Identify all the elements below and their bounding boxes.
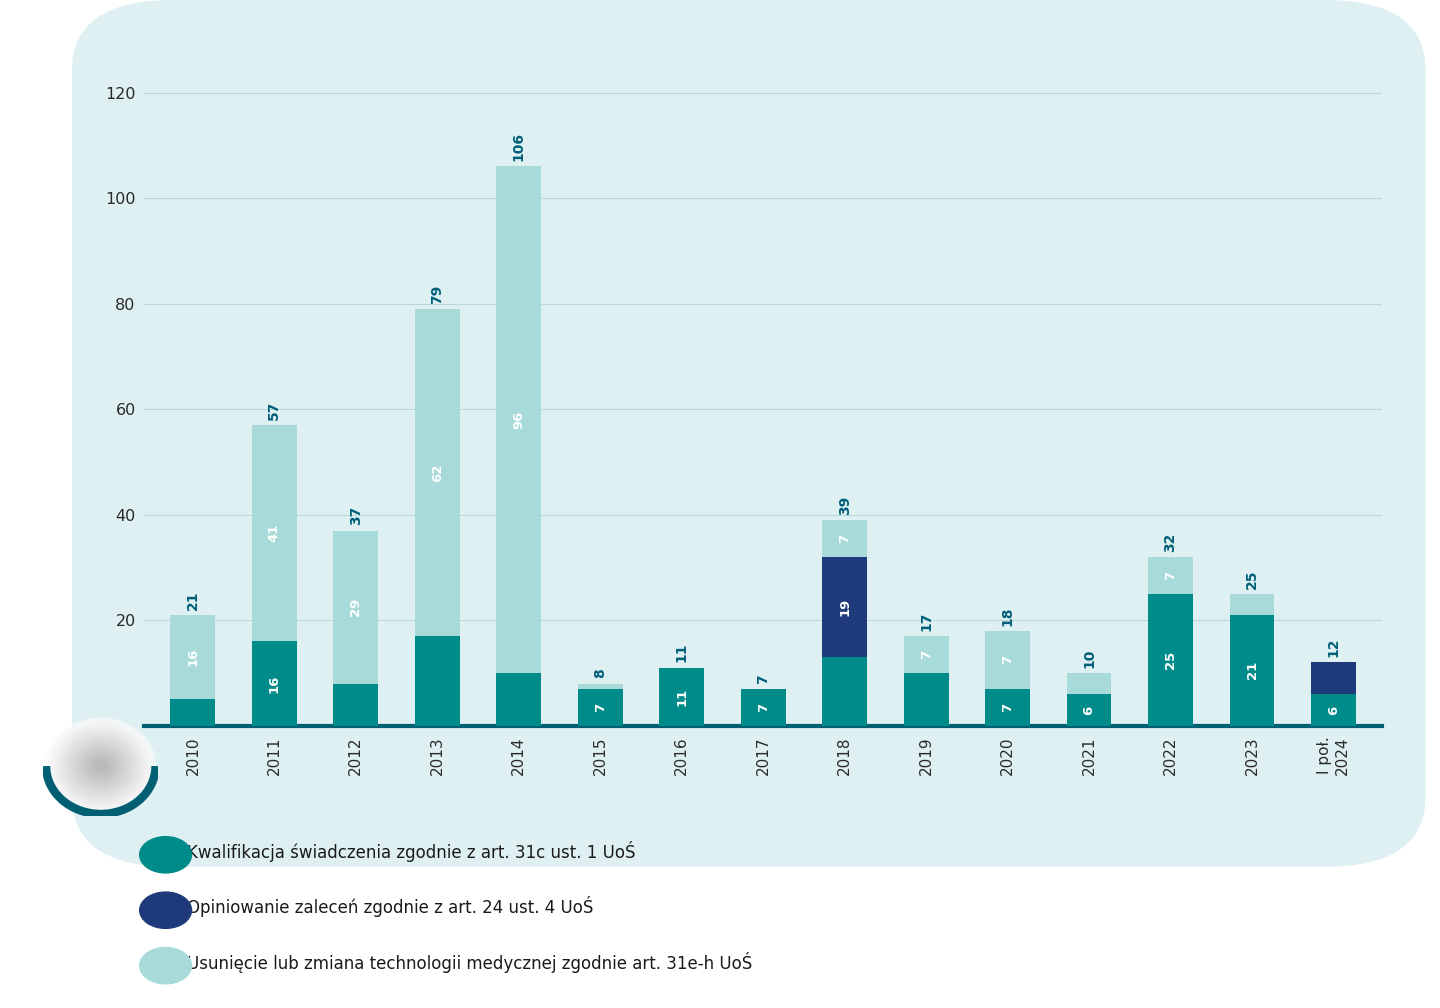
Circle shape xyxy=(49,721,153,811)
Bar xyxy=(170,700,216,726)
Circle shape xyxy=(92,759,109,773)
Circle shape xyxy=(82,750,120,782)
Text: 8: 8 xyxy=(593,668,608,678)
Bar xyxy=(577,688,622,726)
Bar xyxy=(497,166,541,673)
Bar xyxy=(1310,695,1356,726)
Circle shape xyxy=(76,745,125,787)
Text: 11: 11 xyxy=(675,643,688,662)
Circle shape xyxy=(69,739,132,793)
Bar xyxy=(1310,662,1356,695)
Circle shape xyxy=(85,752,117,780)
Circle shape xyxy=(53,725,148,807)
Circle shape xyxy=(59,730,143,802)
Bar xyxy=(1148,556,1192,594)
Circle shape xyxy=(46,718,156,814)
Text: 6: 6 xyxy=(1328,706,1341,715)
Circle shape xyxy=(75,743,127,789)
Text: 7: 7 xyxy=(593,703,606,712)
Text: 37: 37 xyxy=(348,506,363,525)
Bar xyxy=(497,673,541,726)
Text: 32: 32 xyxy=(1164,532,1178,551)
Bar xyxy=(252,425,297,641)
Circle shape xyxy=(72,741,130,791)
Text: Kwalifikacja świadczenia zgodnie z art. 31c ust. 1 UoŚ: Kwalifikacja świadczenia zgodnie z art. … xyxy=(187,841,635,862)
Bar xyxy=(1067,695,1112,726)
Text: 7: 7 xyxy=(756,703,770,712)
Bar xyxy=(660,667,704,726)
Bar xyxy=(252,641,297,726)
Bar xyxy=(415,636,459,726)
Bar xyxy=(985,688,1030,726)
Text: 7: 7 xyxy=(1001,655,1014,664)
Text: 10: 10 xyxy=(1081,648,1096,667)
Bar xyxy=(1230,615,1274,726)
Circle shape xyxy=(52,723,150,809)
Circle shape xyxy=(65,734,137,798)
Text: 7: 7 xyxy=(756,674,770,683)
Circle shape xyxy=(62,732,140,800)
Bar xyxy=(1148,594,1192,726)
Text: 11: 11 xyxy=(675,687,688,706)
Bar xyxy=(822,520,867,556)
Text: 21: 21 xyxy=(186,590,200,610)
Bar xyxy=(822,556,867,657)
Bar xyxy=(577,683,622,688)
Text: 29: 29 xyxy=(350,598,363,616)
Text: 96: 96 xyxy=(513,410,526,429)
Text: 7: 7 xyxy=(920,650,933,659)
Text: 17: 17 xyxy=(919,612,933,631)
Text: 106: 106 xyxy=(511,132,526,161)
Text: 16: 16 xyxy=(268,674,281,692)
Text: 41: 41 xyxy=(268,524,281,542)
Bar xyxy=(170,615,216,700)
Text: 21: 21 xyxy=(1246,661,1259,679)
Circle shape xyxy=(88,754,114,778)
Bar xyxy=(740,688,786,726)
Text: 57: 57 xyxy=(268,400,281,419)
Text: Opiniowanie zaleceń zgodnie z art. 24 ust. 4 UoŚ: Opiniowanie zaleceń zgodnie z art. 24 us… xyxy=(187,896,593,917)
Bar xyxy=(415,308,459,636)
Text: 16: 16 xyxy=(186,648,199,666)
Text: 12: 12 xyxy=(1326,638,1341,657)
Text: 25: 25 xyxy=(1164,651,1176,669)
Circle shape xyxy=(95,761,107,771)
Bar xyxy=(334,530,379,683)
Text: 79: 79 xyxy=(431,284,445,303)
Circle shape xyxy=(79,748,122,784)
Bar xyxy=(1230,594,1274,615)
Text: 7: 7 xyxy=(1164,571,1176,580)
Bar xyxy=(1067,673,1112,695)
Text: 19: 19 xyxy=(838,598,851,616)
Text: 18: 18 xyxy=(1001,606,1015,626)
Bar xyxy=(904,636,949,673)
Circle shape xyxy=(56,727,145,805)
Bar xyxy=(334,683,379,726)
Text: 6: 6 xyxy=(1083,706,1096,715)
Text: Usunięcie lub zmiana technologii medycznej zgodnie art. 31e-h UoŚ: Usunięcie lub zmiana technologii medyczn… xyxy=(187,952,753,973)
Bar xyxy=(822,657,867,726)
Circle shape xyxy=(89,757,112,775)
Text: 25: 25 xyxy=(1246,570,1259,589)
Bar xyxy=(904,673,949,726)
Text: 62: 62 xyxy=(431,464,444,482)
Circle shape xyxy=(66,736,135,796)
Text: 7: 7 xyxy=(1001,703,1014,712)
Text: 7: 7 xyxy=(838,534,851,543)
Bar xyxy=(985,631,1030,688)
Text: 39: 39 xyxy=(838,496,851,515)
